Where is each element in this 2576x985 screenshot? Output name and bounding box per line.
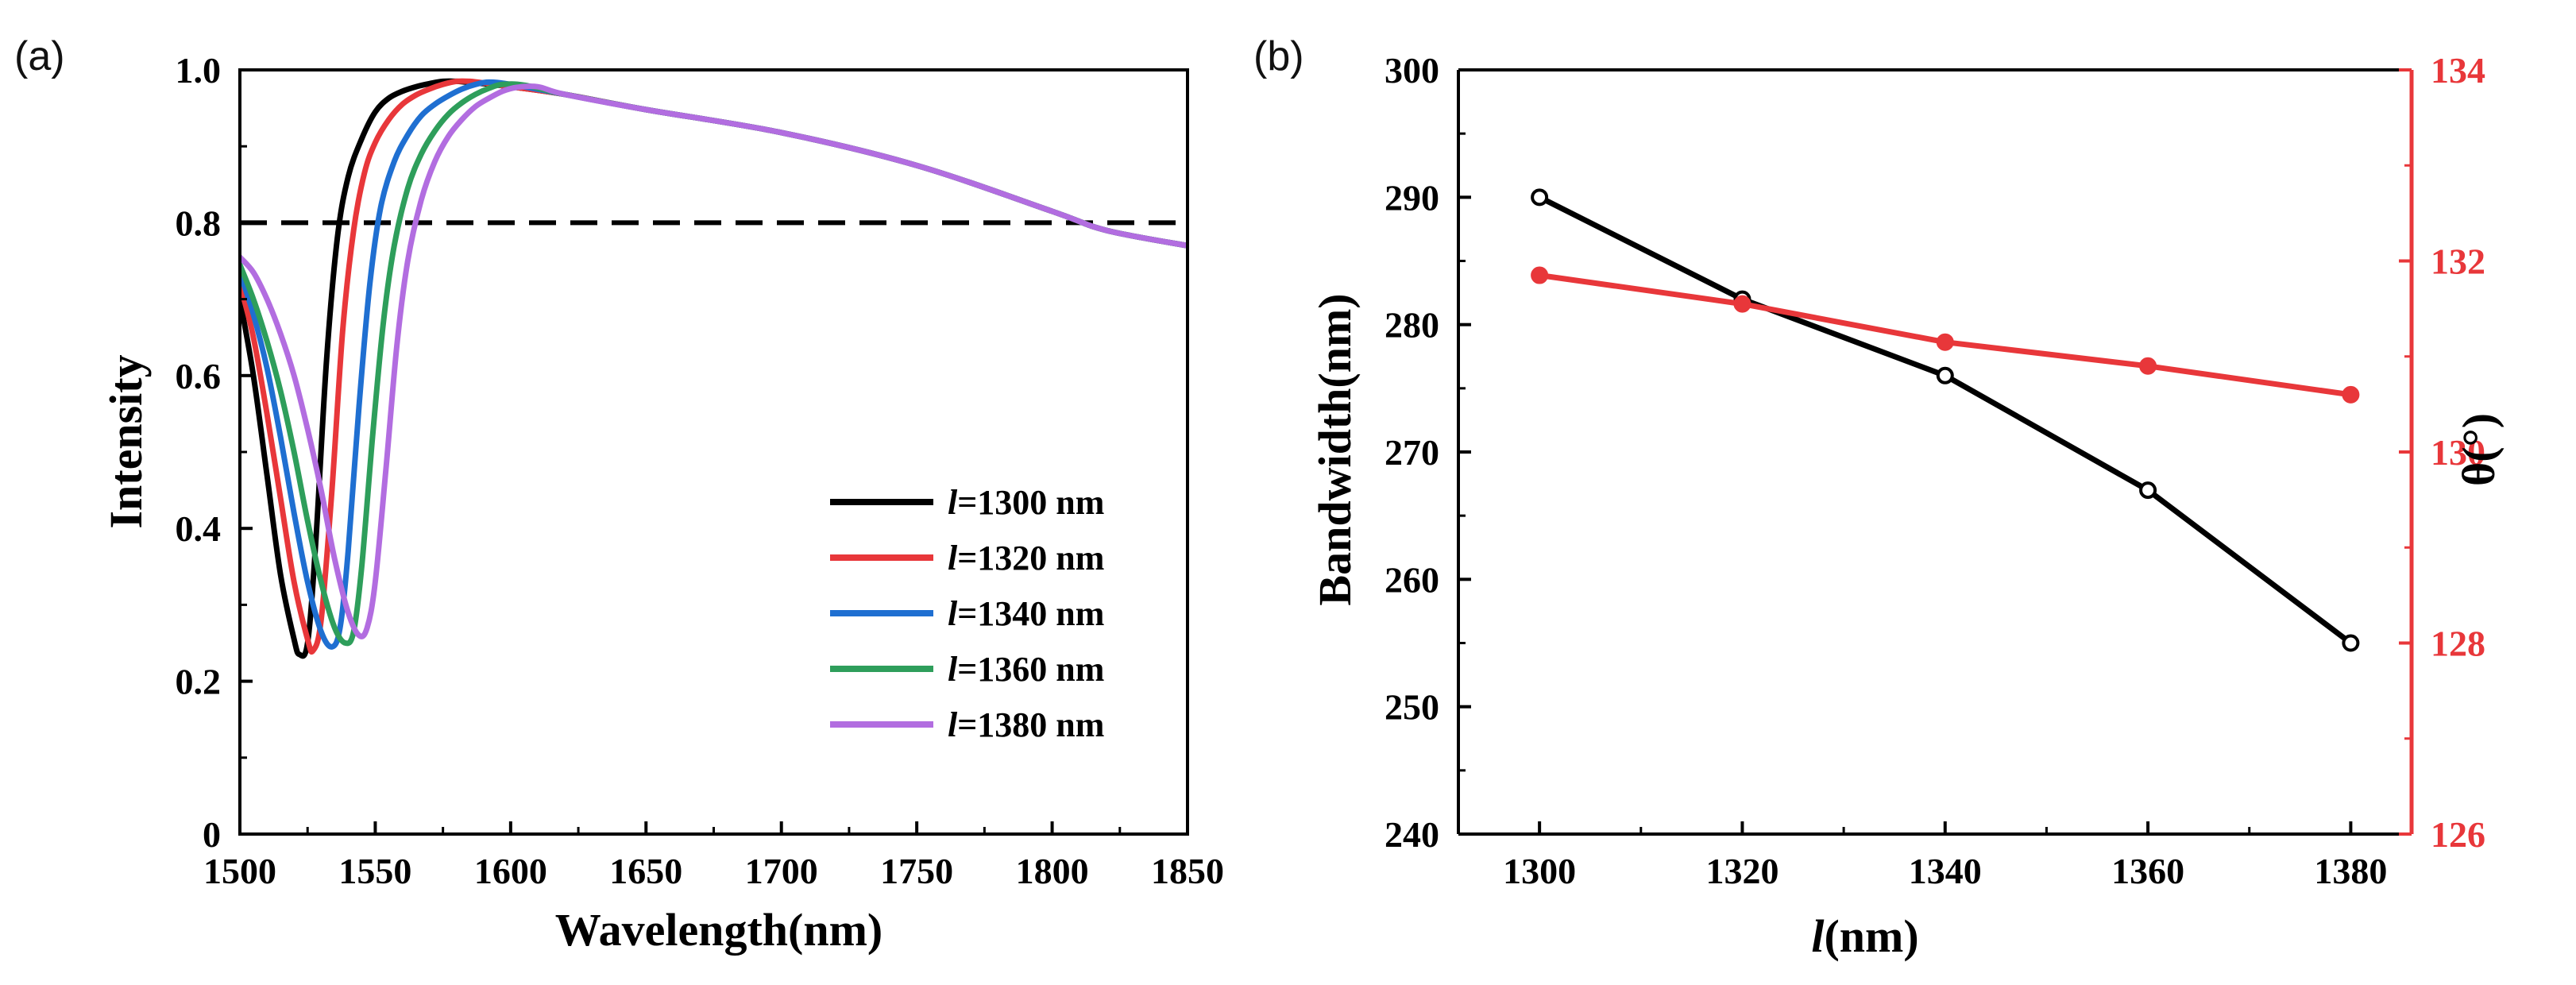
panel-b-y2-tick-label: 130 — [2431, 432, 2485, 473]
panel-b-series-2-point — [1733, 295, 1751, 313]
panel-a-x-tick-label: 1500 — [203, 851, 276, 891]
panel-b-series-1-point — [2139, 481, 2157, 500]
panel-a-x-tick-label: 1600 — [474, 851, 547, 891]
panel-b-y-tick-label: 240 — [1385, 814, 1439, 855]
panel-a-legend-label-5: l=1380 nm — [948, 705, 1104, 744]
panel-a-legend-label-3: l=1340 nm — [948, 594, 1104, 633]
panel-b-series-1-point — [1936, 366, 1954, 384]
panel-b-series-1-point — [2342, 634, 2360, 652]
panel-b-series-2-point — [1531, 266, 1549, 284]
panel-b-y-tick-label: 250 — [1385, 687, 1439, 728]
panel-a-y-tick-label: 0.6 — [176, 356, 222, 396]
panel-b-series-line-1 — [1538, 195, 2353, 646]
panel-b-y-axis-label: Bandwidth(nm) — [1309, 293, 1361, 605]
panel-a-x-tick-label: 1850 — [1151, 851, 1224, 891]
panel-a-y-axis-label: Intensity — [100, 354, 152, 528]
panel-a-legend-value: =1320 nm — [957, 539, 1104, 577]
panel-a-legend: l=1300 nml=1320 nml=1340 nml=1360 nml=13… — [830, 483, 1104, 744]
panel-b-x-tick-label: 1360 — [2111, 851, 2184, 891]
panel-a-y-tick-label: 0.4 — [176, 508, 222, 549]
panel-b-x-axis-label: l(nm) — [1811, 910, 1918, 962]
panel-b-y2-tick-label: 126 — [2431, 814, 2485, 855]
panel-a-legend-label-2: l=1320 nm — [948, 539, 1104, 577]
panel-a-legend-var: l — [948, 594, 958, 633]
panel-b-x-tick-label: 1340 — [1909, 851, 1982, 891]
panel-a-x-tick-label: 1750 — [880, 851, 953, 891]
panel-a-x-tick-label: 1650 — [609, 851, 682, 891]
panel-a-legend-label-1: l=1300 nm — [948, 483, 1104, 522]
panel-b-label: (b) — [1253, 33, 1304, 79]
panel-b-series-2-point — [2342, 385, 2360, 404]
panel-b-y-tick-label: 290 — [1385, 177, 1439, 218]
panel-b-y-tick-label: 270 — [1385, 432, 1439, 473]
panel-a-legend-value: =1380 nm — [957, 705, 1104, 744]
panel-b-x-tick-label: 1320 — [1705, 851, 1778, 891]
panel-b-y2-axis-label: θ(°) — [2453, 413, 2505, 486]
panel-b-x-axis-label-var: l — [1811, 910, 1825, 962]
panel-b-y-tick-label: 260 — [1385, 559, 1439, 600]
panel-a-legend-value: =1340 nm — [957, 594, 1104, 633]
panel-a-legend-var: l — [948, 483, 958, 522]
panel-b-bandwidth-angle: (b) 1300 1320 1340 1360 1380 240 250 260 270 280 2… — [1253, 33, 2505, 962]
panel-b-y2-tick-label: 134 — [2431, 50, 2485, 91]
panel-a-label: (a) — [14, 33, 65, 79]
panel-a-y-tick-label: 0 — [203, 814, 221, 855]
panel-a-intensity-spectrum: (a) 1500 1550 1600 1650 1700 1750 1800 1850 0 0.2… — [14, 33, 1224, 956]
panel-a-legend-var: l — [948, 705, 958, 744]
panel-b-series-2-point — [1936, 333, 1954, 351]
panel-a-legend-value: =1360 nm — [957, 650, 1104, 689]
panel-a-y-tick-label: 0.8 — [176, 203, 222, 243]
panel-b-series-group — [1531, 188, 2360, 652]
panel-b-y2-tick-label: 132 — [2431, 241, 2485, 282]
panel-b-axes: 1300 1320 1340 1360 1380 240 250 260 270 280 290 30… — [1385, 50, 2485, 891]
panel-a-axes: 1500 1550 1600 1650 1700 1750 1800 1850 0 0.2 0.4 0… — [176, 50, 1225, 891]
panel-b-x-tick-label: 1380 — [2314, 851, 2387, 891]
panel-a-x-axis-label: Wavelength(nm) — [555, 904, 882, 956]
panel-b-series-2-point — [2139, 357, 2157, 375]
panel-b-y-tick-label: 300 — [1385, 50, 1439, 91]
panel-b-x-tick-label: 1300 — [1503, 851, 1576, 891]
panel-b-x-axis-label-unit: (nm) — [1824, 910, 1918, 962]
panel-a-series-line-5 — [240, 83, 1188, 639]
panel-a-y-tick-label: 1.0 — [176, 50, 222, 91]
panel-b-y-tick-label: 280 — [1385, 305, 1439, 346]
panel-a-legend-value: =1300 nm — [957, 483, 1104, 522]
panel-a-x-tick-label: 1700 — [745, 851, 818, 891]
panel-a-series-group — [240, 78, 1188, 659]
panel-b-series-1-point — [1531, 188, 1549, 207]
panel-a-legend-var: l — [948, 539, 958, 577]
panel-a-x-tick-label: 1800 — [1016, 851, 1089, 891]
panel-a-x-tick-label: 1550 — [338, 851, 411, 891]
panel-a-legend-var: l — [948, 650, 958, 689]
panel-a-legend-label-4: l=1360 nm — [948, 650, 1104, 689]
panel-b-y2-tick-label: 128 — [2431, 624, 2485, 664]
panel-a-y-tick-label: 0.2 — [176, 662, 222, 702]
